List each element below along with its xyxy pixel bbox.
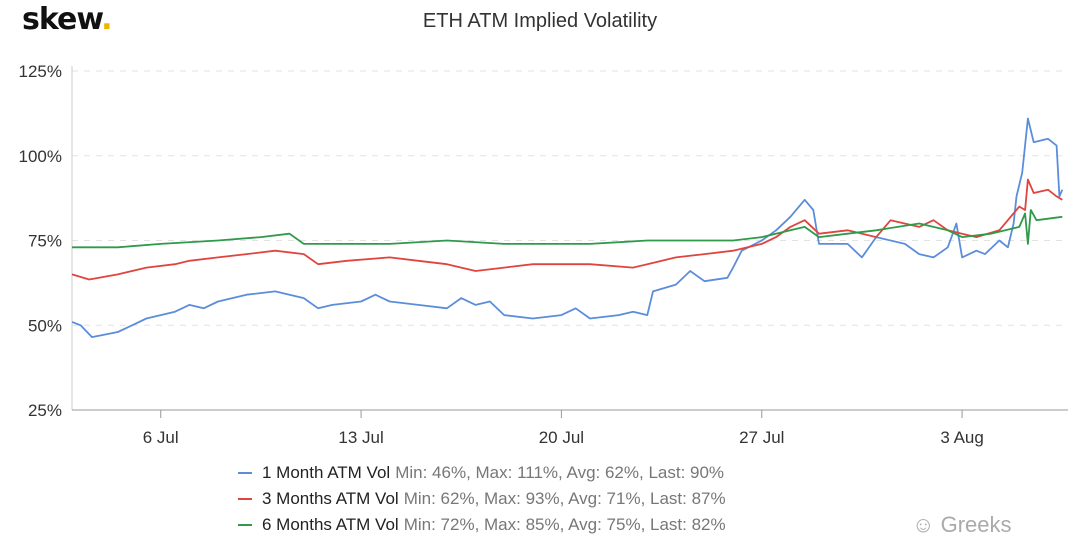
legend-swatch [238, 524, 252, 526]
x-tick-label: 20 Jul [539, 428, 584, 447]
y-tick-label: 50% [28, 316, 62, 335]
series-line-2 [71, 178, 1063, 281]
y-tick-label: 25% [28, 401, 62, 420]
legend-series-stats: Min: 46%, Max: 111%, Avg: 62%, Last: 90% [395, 463, 725, 482]
watermark: ☺ Greeks [912, 512, 1012, 537]
legend-item[interactable]: 6 Months ATM Vol Min: 72%, Max: 85%, Avg:… [238, 512, 726, 538]
legend-series-name: 3 Months ATM Vol [262, 489, 399, 508]
legend-swatch [238, 498, 252, 500]
series-line-3 [72, 209, 1063, 249]
y-tick-label: 100% [19, 147, 62, 166]
legend: 1 Month ATM Vol Min: 46%, Max: 111%, Avg:… [238, 460, 726, 538]
x-tick-label: 3 Aug [940, 428, 984, 447]
legend-item[interactable]: 3 Months ATM Vol Min: 62%, Max: 93%, Avg:… [238, 486, 726, 512]
line-chart: 25% 50% 75% 100% 125% 6 Jul 13 Jul 20 Jul 27 Jul… [19, 62, 1068, 447]
legend-series-name: 6 Months ATM Vol [262, 515, 399, 534]
x-tick-label: 27 Jul [739, 428, 784, 447]
legend-series-name: 1 Month ATM Vol [262, 463, 391, 482]
skew-logo: skew. [22, 2, 113, 37]
series-line-1 [71, 117, 1064, 339]
wechat-icon: ☺ [912, 512, 941, 537]
chart-title: ETH ATM Implied Volatility [422, 10, 658, 32]
y-tick-label: 125% [19, 62, 62, 81]
legend-swatch [238, 472, 252, 474]
y-tick-label: 75% [28, 232, 62, 251]
x-tick-label: 6 Jul [143, 428, 179, 447]
legend-series-stats: Min: 72%, Max: 85%, Avg: 75%, Last: 82% [403, 515, 726, 534]
x-tick-label: 13 Jul [338, 428, 383, 447]
legend-series-stats: Min: 62%, Max: 93%, Avg: 71%, Last: 87% [403, 489, 726, 508]
legend-item[interactable]: 1 Month ATM Vol Min: 46%, Max: 111%, Avg:… [238, 460, 726, 486]
